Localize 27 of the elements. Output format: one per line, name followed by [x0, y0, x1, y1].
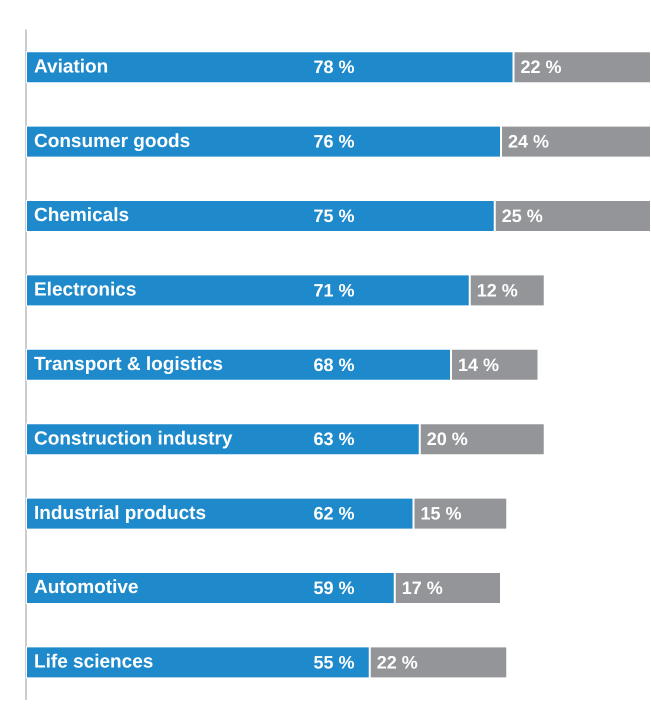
- y-tick-label: Consumer goods: [34, 130, 190, 152]
- data-label: 22 %: [520, 57, 562, 78]
- y-tick-label: Electronics: [34, 280, 136, 301]
- y-tick-label: Transport & logistics: [34, 354, 223, 376]
- y-tick-label: Construction industry: [34, 428, 233, 450]
- y-tick-label: Life sciences: [34, 652, 154, 673]
- data-label: 24 %: [508, 132, 550, 152]
- y-tick-label: Chemicals: [34, 205, 130, 226]
- y-tick-label: Automotive: [34, 577, 138, 598]
- data-label: 78 %: [314, 57, 355, 78]
- data-label: 71 %: [314, 280, 355, 300]
- data-label: 25 %: [502, 206, 543, 226]
- data-label: 12 %: [476, 280, 518, 300]
- y-tick-label: Aviation: [34, 56, 108, 78]
- data-label: 59 %: [314, 578, 355, 598]
- data-label: 17 %: [402, 578, 443, 598]
- data-label: 22 %: [376, 652, 418, 672]
- data-label: 75 %: [314, 206, 355, 226]
- data-label: 20 %: [426, 429, 468, 450]
- data-label: 68 %: [314, 354, 355, 375]
- data-label: 63 %: [314, 429, 355, 450]
- data-label: 14 %: [458, 354, 500, 375]
- data-label: 62 %: [314, 504, 355, 524]
- y-tick-label: Industrial products: [34, 502, 206, 524]
- data-label: 15 %: [420, 504, 462, 524]
- data-label: 55 %: [314, 652, 355, 672]
- data-label: 76 %: [314, 132, 355, 152]
